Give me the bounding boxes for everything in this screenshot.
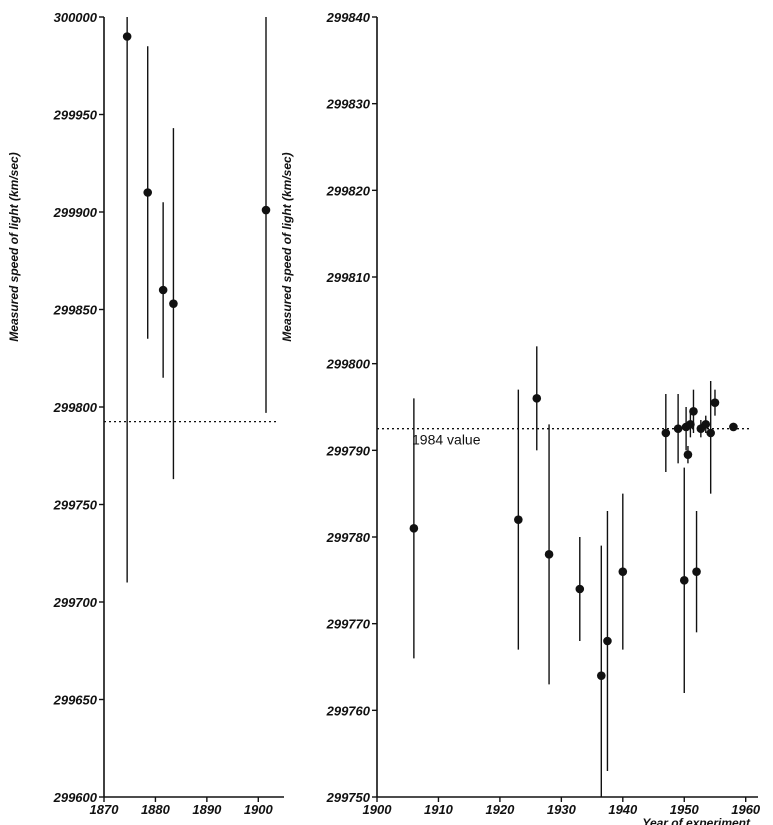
data-point-4 [261,205,271,215]
data-point-15 [692,567,701,576]
x-tick-label-3: 1900 [244,802,274,817]
y-tick-label-8: 299830 [326,97,371,112]
y-tick-label-2: 299700 [53,595,98,610]
data-point-0 [409,524,419,533]
data-point-6 [603,636,612,646]
y-tick-label-7: 299820 [326,183,371,198]
data-point-7 [618,567,628,576]
data-point-20 [729,422,738,432]
y-tick-label-3: 299780 [326,530,371,545]
data-point-13 [686,420,695,429]
x-tick-label-2: 1890 [192,802,222,817]
x-tick-label-0: 1900 [363,802,393,817]
y-tick-label-6: 299810 [326,270,371,285]
y-tick-label-0: 299600 [53,790,98,805]
y-tick-label-9: 299840 [326,10,371,25]
x-tick-label-1: 1880 [141,802,171,817]
x-tick-label-0: 1870 [90,802,120,817]
y-axis-title: Measured speed of light (km/sec) [7,152,21,341]
y-tick-label-2: 299770 [326,617,371,632]
data-point-3 [169,299,178,308]
y-tick-label-6: 299900 [53,205,98,220]
data-point-9 [673,424,683,433]
y-tick-label-1: 299650 [53,693,98,708]
data-point-2 [532,394,542,403]
x-tick-label-4: 1940 [608,802,638,817]
y-axis-title: Measured speed of light (km/sec) [280,152,294,341]
data-point-4 [575,584,585,594]
data-point-12 [683,450,693,459]
y-tick-label-1: 299760 [326,703,371,718]
left-panel: 299600 299650 299700 299750 299800 299850 2999… [7,10,284,817]
data-point-3 [544,550,554,559]
data-point-5 [596,671,606,680]
data-point-18 [706,428,715,438]
data-point-14 [689,407,698,416]
y-tick-label-4: 299790 [326,443,371,458]
data-point-1 [514,515,523,524]
y-tick-label-5: 299800 [326,357,371,372]
x-tick-label-6: 1960 [731,802,761,817]
data-point-0 [122,32,132,41]
y-tick-label-4: 299800 [53,400,98,415]
data-point-10 [679,576,689,585]
data-point-1 [143,188,153,197]
data-point-8 [661,428,671,438]
x-axis-title: Year of experiment [642,816,751,825]
x-tick-label-3: 1930 [547,802,577,817]
y-tick-label-3: 299750 [53,498,98,513]
x-tick-label-1: 1910 [424,802,454,817]
y-tick-label-0: 299750 [326,790,371,805]
y-tick-label-7: 299950 [53,108,98,123]
x-tick-label-2: 1920 [485,802,515,817]
right-panel: 299750 299760 299770 299780 299790 299800 2998… [280,10,761,825]
data-point-17 [701,420,711,429]
x-tick-label-5: 1950 [670,802,700,817]
y-tick-label-8: 300000 [54,10,98,25]
reference-line-label: 1984 value [412,432,481,448]
y-tick-label-5: 299850 [53,303,98,318]
data-point-2 [158,285,168,295]
data-point-19 [710,398,720,407]
